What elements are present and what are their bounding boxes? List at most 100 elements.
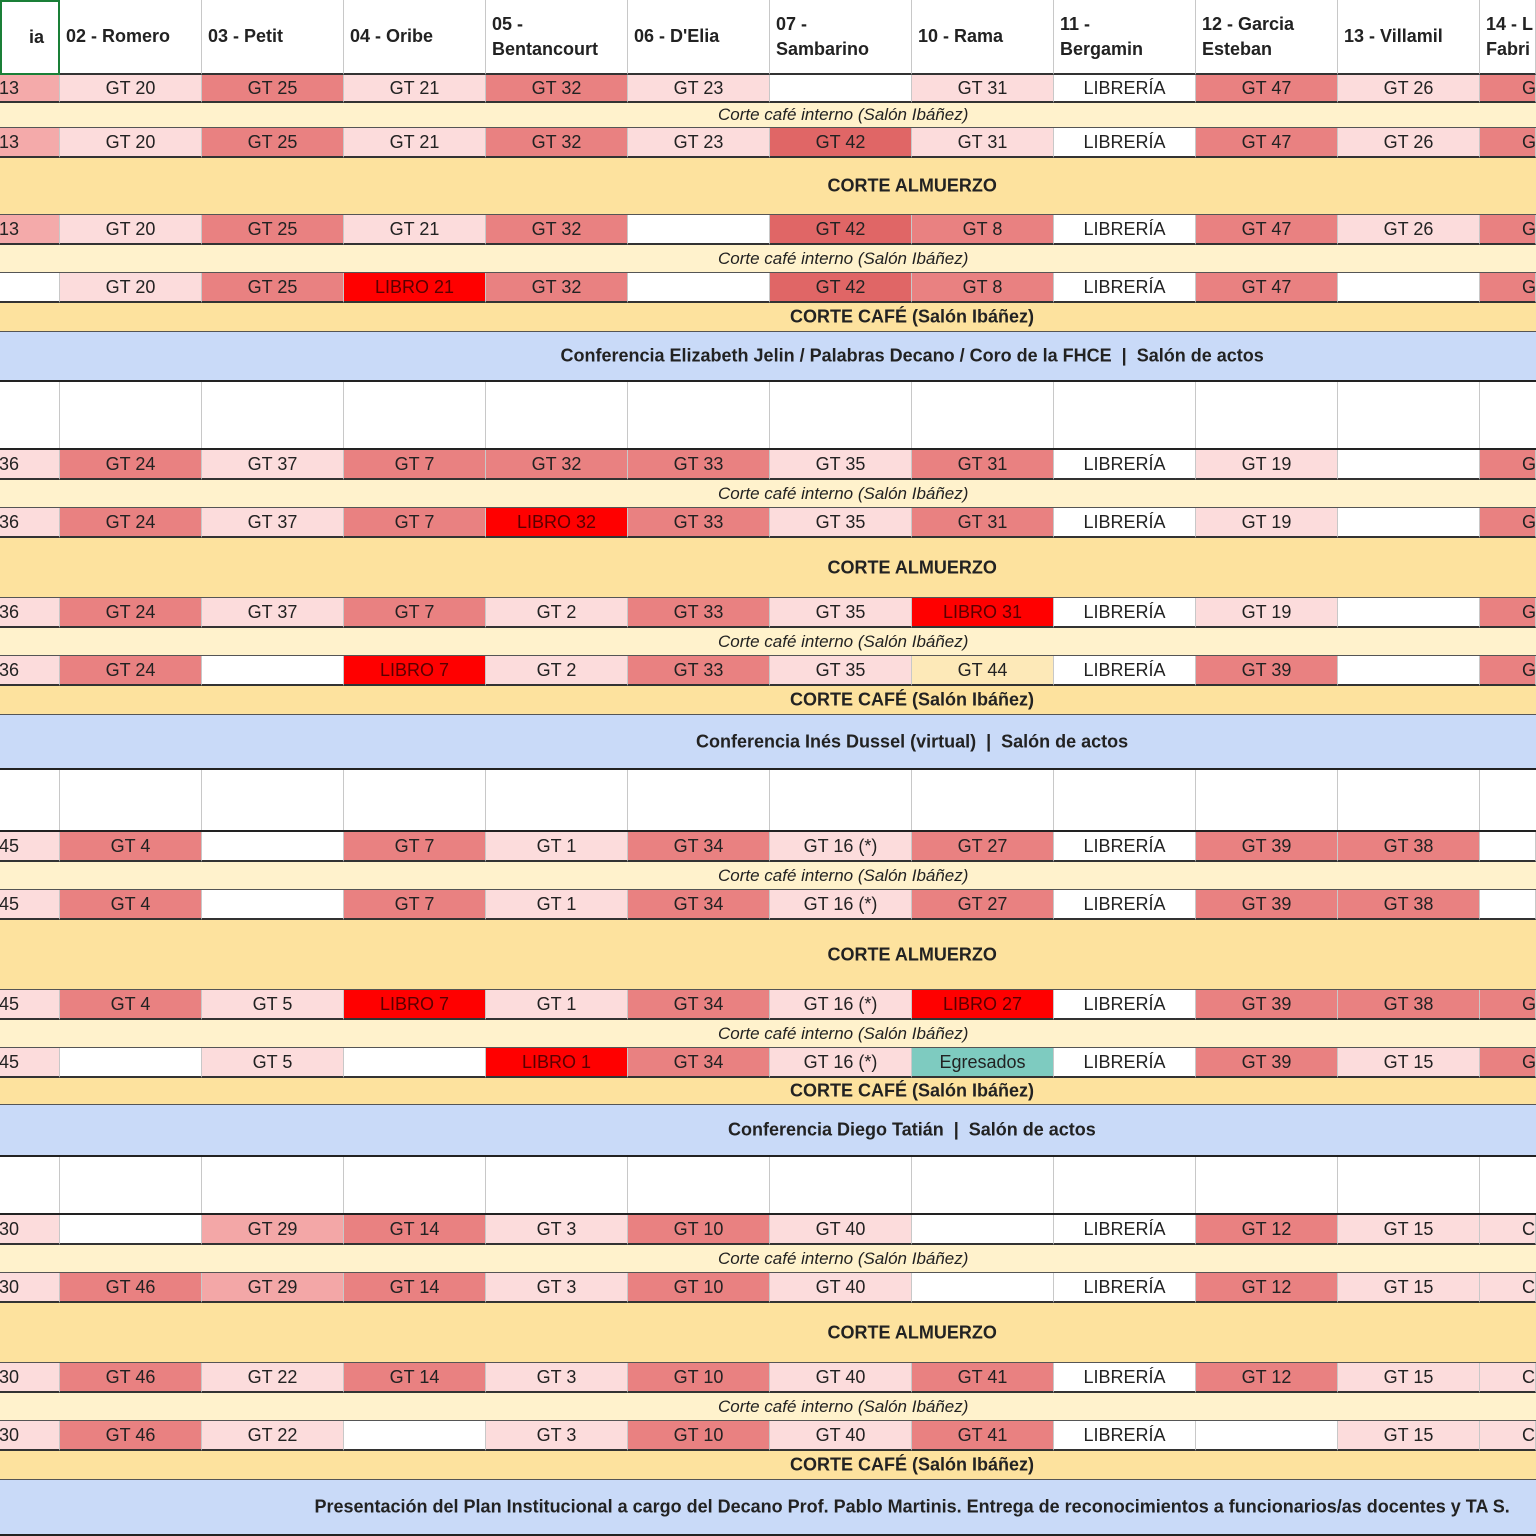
schedule-cell: 13 <box>0 128 60 158</box>
grid-line <box>59 1157 60 1213</box>
schedule-cell: LIBRERÍA <box>1054 656 1196 686</box>
schedule-cell: GT 3 <box>486 1363 628 1393</box>
grid-line <box>1195 382 1196 448</box>
schedule-cell: GT 22 <box>202 1363 344 1393</box>
schedule-cell <box>60 1048 202 1078</box>
schedule-cell: LIBRERÍA <box>1054 1421 1196 1451</box>
schedule-cell: 13 <box>0 215 60 245</box>
schedule-cell: GT 26 <box>1338 215 1480 245</box>
schedule-cell: GT 41 <box>912 1421 1054 1451</box>
schedule-cell: LIBRERÍA <box>1054 450 1196 480</box>
schedule-cell: GT 37 <box>202 508 344 538</box>
grid-line <box>201 770 202 830</box>
schedule-cell: GT 34 <box>628 1048 770 1078</box>
schedule-cell: G <box>1480 450 1536 480</box>
schedule-cell: 13 <box>0 75 60 103</box>
schedule-cell <box>1196 1421 1338 1451</box>
schedule-cell: GT 24 <box>60 450 202 480</box>
schedule-cell: GT 31 <box>912 450 1054 480</box>
grid-line <box>201 1157 202 1213</box>
schedule-cell <box>1338 598 1480 628</box>
schedule-cell: G <box>1480 508 1536 538</box>
schedule-cell: GT 21 <box>344 215 486 245</box>
schedule-cell: GT 37 <box>202 450 344 480</box>
column-header: 11 - Bergamin <box>1054 0 1196 75</box>
row-label: Presentación del Plan Institucional a ca… <box>314 1496 1510 1517</box>
schedule-cell: GT 32 <box>486 450 628 480</box>
grid-line <box>1337 1157 1338 1213</box>
schedule-cell: C <box>1480 1273 1536 1303</box>
schedule-cell: GT 1 <box>486 832 628 862</box>
grid-line <box>59 770 60 830</box>
schedule-cell <box>1480 832 1536 862</box>
schedule-cell: G <box>1480 990 1536 1020</box>
row-label: Corte café interno (Salón Ibáñez) <box>718 1023 969 1043</box>
schedule-cell: 36 <box>0 508 60 538</box>
schedule-cell: LIBRERÍA <box>1054 832 1196 862</box>
schedule-cell: 45 <box>0 832 60 862</box>
schedule-cell: LIBRO 31 <box>912 598 1054 628</box>
schedule-cell: GT 35 <box>770 508 912 538</box>
grid-line <box>201 382 202 448</box>
column-header: 12 - Garcia Esteban <box>1196 0 1338 75</box>
schedule-cell: GT 1 <box>486 990 628 1020</box>
schedule-cell <box>344 1421 486 1451</box>
schedule-cell: GT 16 (*) <box>770 832 912 862</box>
schedule-cell: LIBRERÍA <box>1054 1048 1196 1078</box>
schedule-cell: GT 20 <box>60 273 202 303</box>
schedule-cell <box>60 1215 202 1245</box>
schedule-cell: GT 25 <box>202 273 344 303</box>
schedule-cell: GT 7 <box>344 598 486 628</box>
schedule-cell: GT 47 <box>1196 75 1338 103</box>
schedule-cell: GT 5 <box>202 1048 344 1078</box>
schedule-cell: GT 23 <box>628 128 770 158</box>
schedule-cell: 36 <box>0 450 60 480</box>
schedule-cell: GT 31 <box>912 75 1054 103</box>
grid-line <box>1479 770 1480 830</box>
schedule-cell: GT 12 <box>1196 1215 1338 1245</box>
schedule-cell: LIBRERÍA <box>1054 508 1196 538</box>
schedule-cell: GT 5 <box>202 990 344 1020</box>
schedule-cell: GT 42 <box>770 215 912 245</box>
schedule-cell: GT 29 <box>202 1273 344 1303</box>
grid-line <box>627 382 628 448</box>
schedule-cell: GT 35 <box>770 598 912 628</box>
row-label: Corte café interno (Salón Ibáñez) <box>718 1396 969 1416</box>
row-label: CORTE ALMUERZO <box>827 944 997 964</box>
coffee-row: CORTE CAFÉ (Salón Ibáñez) <box>0 1451 1536 1480</box>
schedule-cell: GT 32 <box>486 75 628 103</box>
schedule-cell: GT 42 <box>770 273 912 303</box>
schedule-cell: GT 7 <box>344 832 486 862</box>
row-label: CORTE ALMUERZO <box>827 175 997 196</box>
schedule-cell: G <box>1480 598 1536 628</box>
row-label: Corte café interno (Salón Ibáñez) <box>718 631 969 651</box>
schedule-cell: LIBRO 32 <box>486 508 628 538</box>
schedule-cell: GT 16 (*) <box>770 1048 912 1078</box>
schedule-cell: GT 35 <box>770 656 912 686</box>
schedule-cell: GT 40 <box>770 1421 912 1451</box>
row-label: Corte café interno (Salón Ibáñez) <box>718 483 969 503</box>
blank-row <box>0 770 1536 832</box>
schedule-cell: GT 35 <box>770 450 912 480</box>
schedule-cell: GT 8 <box>912 215 1054 245</box>
grid-line <box>1479 382 1480 448</box>
schedule-cell: GT 40 <box>770 1273 912 1303</box>
grid-line <box>343 770 344 830</box>
schedule-cell: GT 14 <box>344 1273 486 1303</box>
schedule-cell: LIBRERÍA <box>1054 990 1196 1020</box>
schedule-cell: GT 16 (*) <box>770 890 912 920</box>
row-label: CORTE ALMUERZO <box>827 1322 997 1342</box>
schedule-cell: GT 15 <box>1338 1215 1480 1245</box>
schedule-cell: GT 25 <box>202 75 344 103</box>
schedule-cell: C <box>1480 1421 1536 1451</box>
schedule-cell <box>1338 656 1480 686</box>
talk-row: Conferencia Elizabeth Jelin / Palabras D… <box>0 332 1536 382</box>
column-header: 02 - Romero <box>60 0 202 75</box>
blank-row <box>0 1157 1536 1215</box>
schedule-cell <box>202 832 344 862</box>
row-label: CORTE ALMUERZO <box>827 557 997 577</box>
column-header: 04 - Oribe <box>344 0 486 75</box>
schedule-cell <box>770 75 912 103</box>
grid-line <box>1479 1157 1480 1213</box>
schedule-cell: GT 7 <box>344 890 486 920</box>
